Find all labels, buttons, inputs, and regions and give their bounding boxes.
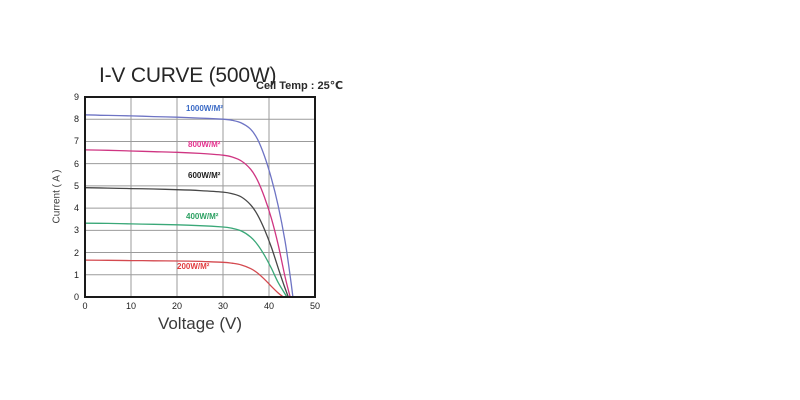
curve-400wm	[84, 222, 288, 298]
x-tick-10: 10	[125, 301, 136, 311]
y-tick-8: 8	[73, 114, 79, 125]
cell-temp-label: Cell Temp : 25℃	[256, 80, 344, 92]
iv-curve-plot	[84, 96, 316, 298]
series-label-1000wm: 1000W/M²	[186, 104, 223, 113]
y-tick-5: 5	[73, 180, 79, 191]
series-label-400wm: 400W/M²	[186, 212, 219, 221]
x-tick-40: 40	[263, 301, 274, 311]
plot-area: 1000W/M² 800W/M² 600W/M² 400W/M² 200W/M²	[84, 96, 316, 298]
x-axis-title: Voltage (V)	[157, 314, 243, 333]
curve-1000wm	[84, 114, 294, 298]
curve-200wm	[84, 259, 284, 298]
y-axis-title: Current ( A )	[51, 169, 63, 224]
curve-800wm	[84, 149, 291, 298]
curve-600wm	[84, 187, 289, 298]
x-tick-20: 20	[171, 301, 182, 311]
y-tick-1: 1	[73, 269, 79, 280]
y-tick-0: 0	[73, 292, 79, 302]
chart-title: I-V CURVE (500W)	[99, 64, 277, 87]
y-tick-3: 3	[73, 225, 79, 236]
x-tick-30: 30	[217, 301, 228, 311]
x-tick-0: 0	[82, 301, 88, 311]
y-tick-7: 7	[73, 136, 79, 147]
y-tick-2: 2	[73, 247, 79, 258]
series-label-800wm: 800W/M²	[188, 140, 221, 149]
plot-border	[84, 96, 316, 298]
x-tick-50: 50	[309, 301, 320, 311]
series-label-600wm: 600W/M²	[188, 171, 221, 180]
series-label-200wm: 200W/M²	[177, 262, 210, 271]
y-tick-4: 4	[73, 203, 79, 214]
y-tick-9: 9	[73, 92, 79, 102]
y-tick-6: 6	[73, 158, 79, 169]
